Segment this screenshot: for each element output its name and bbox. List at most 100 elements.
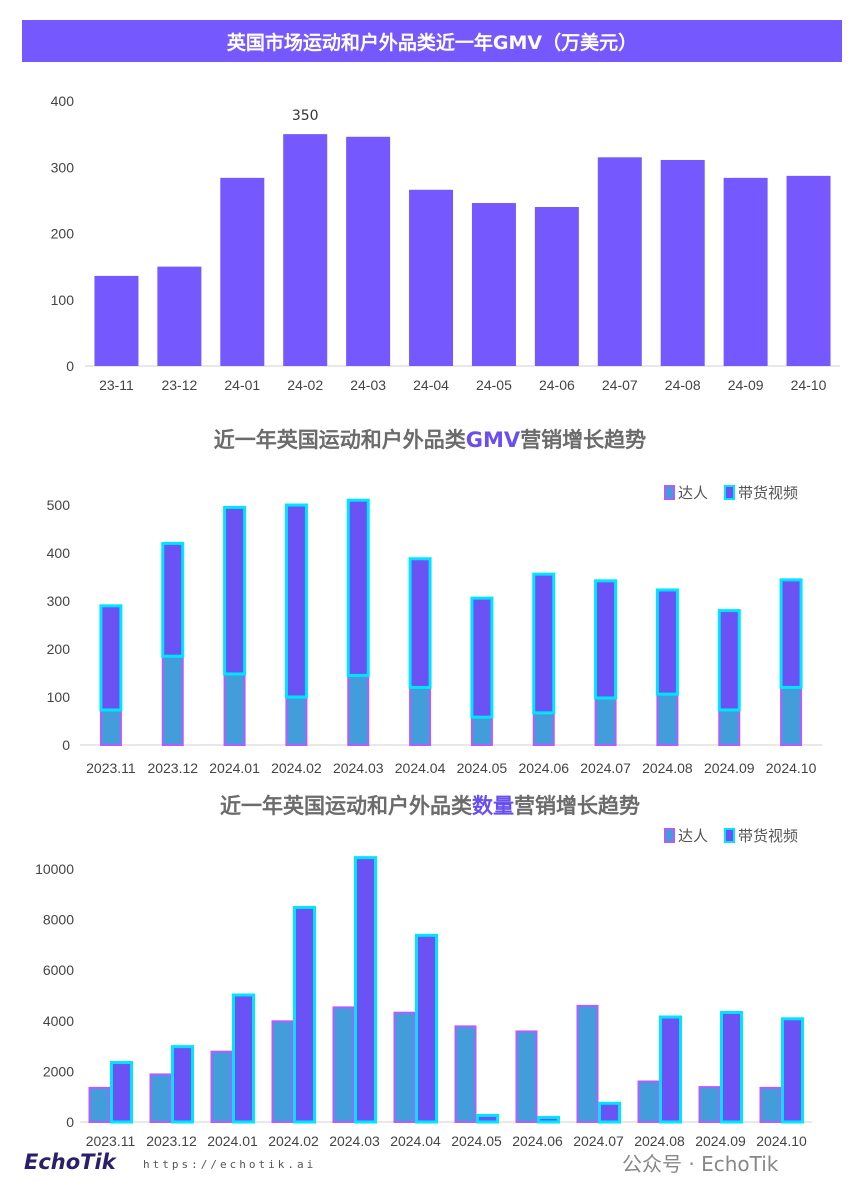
y-tick-label: 8000 [43, 912, 74, 928]
bar-daren [470, 716, 493, 746]
y-tick-label: 0 [66, 1114, 74, 1130]
x-tick-label: 2024.08 [634, 1133, 685, 1149]
y-tick-label: 10000 [35, 861, 74, 877]
x-tick-label: 24-06 [539, 377, 575, 393]
bar-video [476, 1113, 499, 1124]
bar-video [470, 596, 494, 719]
bar-daren [532, 711, 555, 747]
bar [597, 157, 642, 366]
x-tick-label: 2024.07 [580, 760, 631, 776]
bar-video [779, 578, 803, 689]
chart1-title: 英国市场运动和户外品类近一年GMV（万美元） [22, 20, 842, 62]
bar-daren [161, 655, 184, 747]
x-tick-label: 2024.04 [395, 760, 446, 776]
x-tick-label: 2023.12 [146, 1133, 197, 1149]
bar-video [717, 609, 741, 712]
watermark: 公众号 · EchoTik [622, 1152, 779, 1176]
bar [660, 159, 705, 366]
x-tick-label: 24-05 [476, 377, 512, 393]
bar-video [346, 498, 370, 677]
bar-video [537, 1115, 560, 1124]
y-tick-label: 300 [47, 593, 71, 609]
x-tick-label: 2024.05 [457, 760, 508, 776]
x-tick-label: 2024.01 [207, 1133, 258, 1149]
bar-daren [780, 686, 803, 747]
x-tick-label: 2024.08 [642, 760, 693, 776]
x-tick-label: 2024.10 [766, 760, 817, 776]
bar-video [659, 1015, 682, 1124]
bar-daren [149, 1073, 172, 1124]
bar-video [110, 1061, 133, 1124]
legend-swatch [724, 828, 735, 843]
bar-video [232, 993, 255, 1124]
bar-daren [88, 1086, 111, 1123]
bar-daren [210, 1050, 233, 1124]
chart3-title-part: 近一年英国运动和户外品类 [220, 794, 472, 818]
bar [786, 175, 831, 366]
bar-daren [347, 674, 370, 747]
y-tick-label: 4000 [43, 1013, 74, 1029]
bar-daren [285, 696, 308, 746]
bar-video [655, 588, 679, 696]
x-tick-label: 2024.01 [209, 760, 260, 776]
bar-video [161, 541, 185, 658]
bar-video [223, 505, 247, 676]
y-tick-label: 400 [47, 545, 71, 561]
x-tick-label: 2023.12 [147, 760, 198, 776]
x-tick-label: 23-12 [161, 377, 197, 393]
bar-daren [718, 708, 741, 747]
x-tick-label: 24-03 [350, 377, 386, 393]
x-tick-label: 2024.09 [695, 1133, 746, 1149]
bar [471, 203, 516, 366]
y-tick-label: 6000 [43, 962, 74, 978]
bar-daren [454, 1025, 477, 1123]
bar-video [415, 933, 438, 1124]
bar-daren [271, 1020, 294, 1124]
bar-daren [393, 1011, 416, 1123]
bar-video [171, 1045, 194, 1124]
chart2-title-part: 近一年英国运动和户外品类 [213, 428, 466, 452]
bar-video [720, 1010, 743, 1124]
y-tick-label: 100 [47, 689, 71, 705]
bar-video [781, 1017, 804, 1124]
x-tick-label: 24-01 [224, 377, 260, 393]
bar-video [532, 572, 556, 715]
bar-daren [576, 1004, 599, 1123]
chart2-title: 近一年英国运动和户外品类GMV营销增长趋势 [0, 424, 860, 454]
bar-daren [515, 1030, 538, 1124]
bar [409, 189, 454, 366]
bar-daren [409, 686, 432, 747]
x-tick-label: 2024.04 [390, 1133, 441, 1149]
x-tick-label: 2024.07 [573, 1133, 624, 1149]
legend-swatch [664, 828, 675, 843]
x-tick-label: 2024.02 [271, 760, 322, 776]
bar-video [354, 856, 377, 1124]
x-tick-label: 24-07 [602, 377, 638, 393]
legend-label: 带货视频 [738, 827, 798, 845]
chart3-title-part: 营销增长趋势 [514, 794, 640, 818]
bar-daren [594, 696, 617, 747]
x-tick-label: 24-09 [728, 377, 764, 393]
bar-daren [637, 1080, 660, 1124]
x-tick-label: 24-08 [665, 377, 701, 393]
legend-label: 带货视频 [738, 484, 798, 502]
y-tick-label: 200 [51, 226, 75, 242]
legend-swatch [664, 485, 675, 500]
legend-swatch [724, 485, 735, 500]
bar-daren [99, 708, 122, 747]
x-tick-label: 2024.09 [704, 760, 755, 776]
x-tick-label: 24-10 [791, 377, 827, 393]
chart3-title: 近一年英国运动和户外品类数量营销增长趋势 [0, 790, 860, 820]
bar-daren [698, 1086, 721, 1124]
x-tick-label: 24-04 [413, 377, 449, 393]
bar-daren [759, 1086, 782, 1123]
data-label: 350 [292, 108, 319, 124]
bar-video [284, 503, 308, 699]
x-tick-label: 2024.03 [333, 760, 384, 776]
y-tick-label: 300 [51, 159, 75, 175]
bar-daren [332, 1006, 355, 1123]
y-tick-label: 2000 [43, 1063, 74, 1079]
x-tick-label: 2024.05 [451, 1133, 502, 1149]
bar [346, 136, 391, 366]
